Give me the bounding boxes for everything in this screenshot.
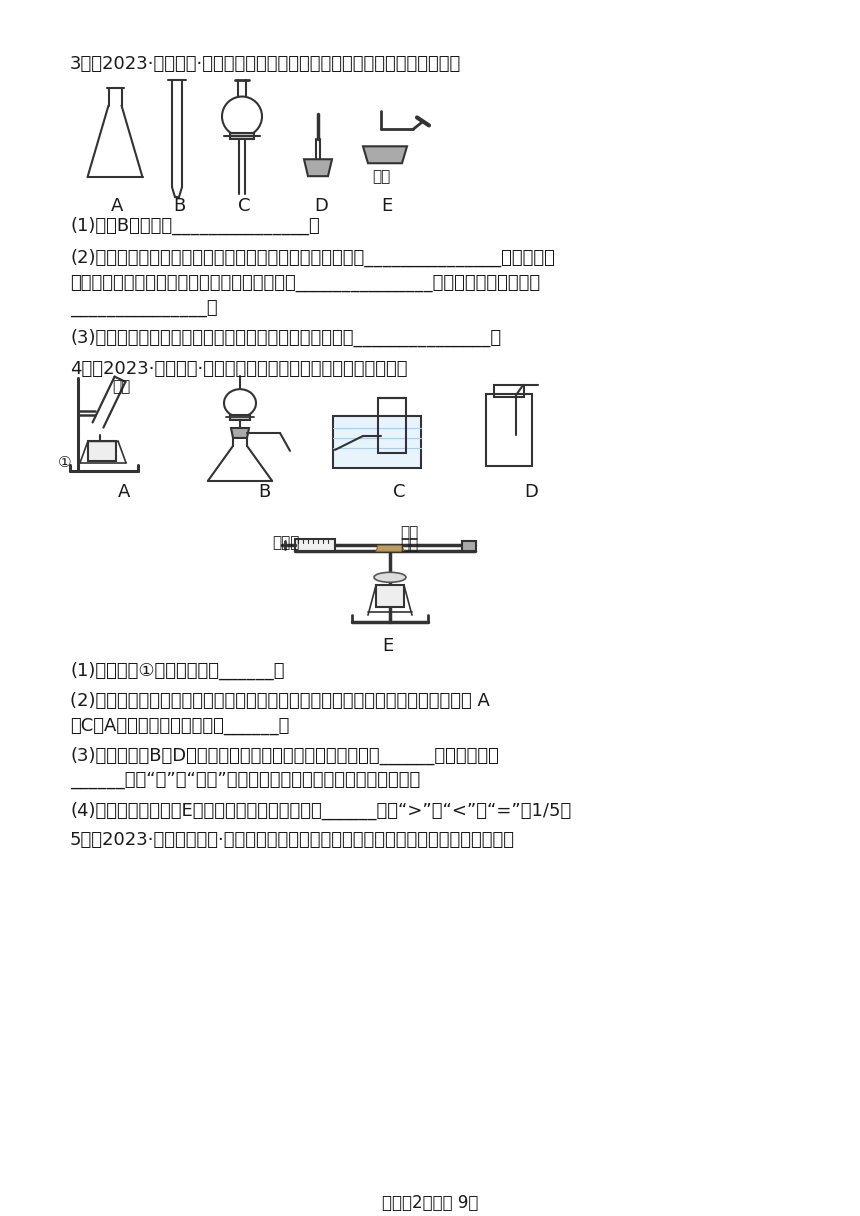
Bar xyxy=(376,585,404,607)
Text: ①: ① xyxy=(58,455,71,469)
Text: C: C xyxy=(393,483,406,501)
Ellipse shape xyxy=(374,573,406,582)
Bar xyxy=(230,134,254,140)
Bar xyxy=(230,415,250,420)
Text: (3)实验室制取二氧化碳选用稀盐酸而不用浓盐酸的原因是_______________。: (3)实验室制取二氧化碳选用稀盐酸而不用浓盐酸的原因是_____________… xyxy=(70,328,501,347)
Polygon shape xyxy=(231,428,249,438)
Text: 双孔: 双孔 xyxy=(372,169,390,184)
Text: C: C xyxy=(238,197,250,215)
Bar xyxy=(494,385,524,398)
Text: 试卷第2页，共 9页: 试卷第2页，共 9页 xyxy=(382,1194,478,1212)
Text: 注射器: 注射器 xyxy=(272,535,299,551)
Text: (1)写出标有①的仗器名称：______。: (1)写出标有①的仗器名称：______。 xyxy=(70,662,285,680)
Text: A: A xyxy=(118,483,131,501)
Polygon shape xyxy=(376,546,404,551)
Text: 棉花: 棉花 xyxy=(112,379,130,394)
Text: 3．（2023·安徽滁州·统考一模）下图是实验室中常见仗器，回答下列问题。: 3．（2023·安徽滁州·统考一模）下图是实验室中常见仗器，回答下列问题。 xyxy=(70,55,461,73)
Bar xyxy=(486,394,532,466)
Text: 4．（2023·陕西榆林·统考一模）根据下列实验装置图回答问题。: 4．（2023·陕西榆林·统考一模）根据下列实验装置图回答问题。 xyxy=(70,360,408,378)
Text: E: E xyxy=(381,197,392,215)
Text: 少量: 少量 xyxy=(400,525,418,541)
Polygon shape xyxy=(304,159,332,176)
Text: A: A xyxy=(111,197,123,215)
Text: (2)小安同学在实验室用加热高锶酸鑶固体粉末的方法制取氧气，选择的装置组合是 A: (2)小安同学在实验室用加热高锶酸鑶固体粉末的方法制取氧气，选择的装置组合是 A xyxy=(70,692,490,710)
Text: (4)小秦同学采用装置E测得空气中氧气的体积分数______（填“>”、“<”或“=”）1/5。: (4)小秦同学采用装置E测得空气中氧气的体积分数______（填“>”、“<”或… xyxy=(70,801,571,820)
Text: 号）。实验室制取二氧化碳反应的化学方程式为_______________，该反应的基本类型为: 号）。实验室制取二氧化碳反应的化学方程式为_______________，该反应… xyxy=(70,274,540,292)
Bar xyxy=(378,398,406,452)
Text: ______（填“能”或“不能”）用于实验室制取并收集二氧化碳气体。: ______（填“能”或“不能”）用于实验室制取并收集二氧化碳气体。 xyxy=(70,771,421,789)
Text: B: B xyxy=(173,197,185,215)
Polygon shape xyxy=(363,146,407,163)
Bar xyxy=(462,541,476,551)
Text: D: D xyxy=(524,483,538,501)
Text: (1)仗器B的名称是_______________。: (1)仗器B的名称是_______________。 xyxy=(70,216,320,235)
Text: 5．（2023·新疆乌鲁木齐·统考一模）某兴趣小组根据下列装置进行实验，请你参与并回: 5．（2023·新疆乌鲁木齐·统考一模）某兴趣小组根据下列装置进行实验，请你参与… xyxy=(70,831,515,849)
Text: B: B xyxy=(258,483,270,501)
Text: 和C，A装置还需进行的改进是______。: 和C，A装置还需进行的改进是______。 xyxy=(70,716,289,734)
Bar xyxy=(333,416,421,468)
Text: (2)组装一套可以控制反应速率的装置，可选择的仗器组合为_______________（填字母序: (2)组装一套可以控制反应速率的装置，可选择的仗器组合为____________… xyxy=(70,249,555,268)
Text: E: E xyxy=(382,637,393,655)
Bar xyxy=(295,540,335,551)
Text: 铜粉: 铜粉 xyxy=(400,537,418,552)
Bar xyxy=(88,441,116,461)
Text: D: D xyxy=(314,197,328,215)
Text: _______________。: _______________。 xyxy=(70,299,218,316)
Text: (3)小西同学用B和D装置组合制取氧气，反应的化学方程式是______。该装置组合: (3)小西同学用B和D装置组合制取氧气，反应的化学方程式是______。该装置组… xyxy=(70,747,499,765)
